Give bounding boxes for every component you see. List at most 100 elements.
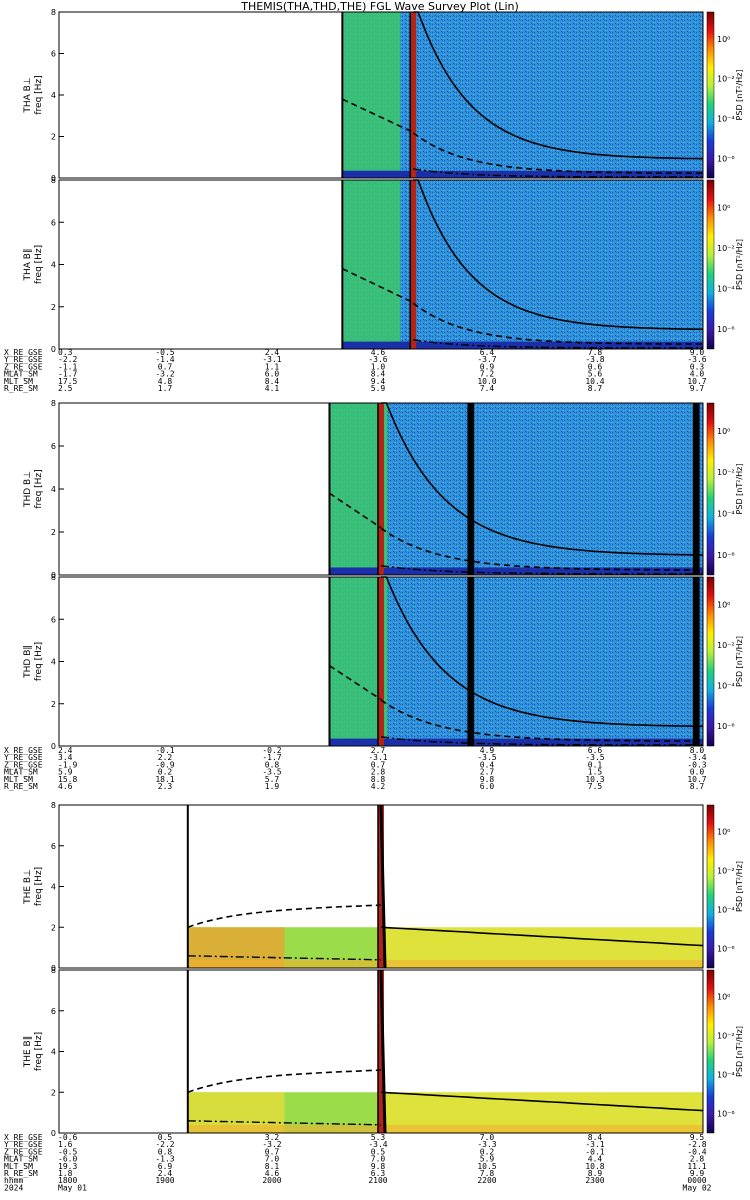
spectrogram-band — [187, 1124, 704, 1133]
ephemeris-value: 6.6 — [588, 746, 603, 755]
half-fce-line — [329, 665, 382, 701]
ephemeris-value: -3.1 — [262, 355, 281, 364]
ephemeris-row-label: Z_RE_GSE — [4, 362, 43, 371]
ephemeris-value: -1.7 — [262, 753, 281, 762]
colorbar — [706, 402, 715, 576]
ephemeris-value: 7.8 — [588, 348, 603, 357]
ephemeris-value: 0.5 — [371, 1147, 386, 1156]
ephemeris-value: 1.7 — [158, 384, 173, 393]
ephemeris-thd: X_RE_GSE 2.4 -0.1 -0.2 2.7 4.9 6.6 8.0 Y_RE_GSE 3… — [4, 746, 707, 791]
fci-line — [380, 564, 703, 575]
ephemeris-value: 6.0 — [480, 782, 495, 791]
colorbar-tick-label: 10⁻⁴ — [717, 906, 735, 915]
ephemeris-value: -0.3 — [687, 760, 706, 769]
ephemeris-value: -0.5 — [155, 348, 174, 357]
ephemeris-value: 7.0 — [265, 1155, 280, 1164]
y-tick-label: 2 — [51, 1088, 56, 1097]
ephemeris-value: 9.8 — [480, 775, 495, 784]
ephemeris-row-label: MLAT_SM — [4, 370, 38, 379]
figure-title: THEMIS(THA,THD,THE) FGL Wave Survey Plot… — [240, 0, 519, 13]
spectrogram-low-band — [342, 170, 703, 178]
ephemeris-value: 2.4 — [158, 1169, 173, 1178]
ephemeris-row-label: 2024 — [4, 1183, 23, 1192]
panel-tha-perp: 0 2 4 6 8 THA B⊥ freq [Hz] 10⁰ 10⁻² 10⁻⁴ 10⁻⁶ PSD [… — [23, 8, 744, 183]
fce-line — [381, 576, 704, 728]
y-tick-label: 2 — [51, 303, 56, 312]
ephemeris-value: 10.7 — [687, 775, 706, 784]
ephemeris-row-label: Z_RE_GSE — [4, 760, 43, 769]
data-spike — [378, 970, 384, 1133]
spectrogram-leading-edge — [342, 12, 401, 178]
ephemeris-value: -0.6 — [58, 1133, 77, 1142]
y-tick-label: 6 — [51, 442, 56, 451]
fce-line — [413, 11, 704, 160]
colorbar-tick-label: 10⁻² — [717, 244, 735, 253]
colorbar-tick-label: 10⁻² — [717, 75, 735, 84]
ephemeris-value: 0.8 — [158, 1147, 173, 1156]
ephemeris-value: 2100 — [368, 1176, 387, 1185]
half-fce-line — [380, 527, 703, 571]
colorbar-tick-label: 10⁰ — [717, 992, 730, 1001]
colorbar-label: PSD [nT²/Hz] — [735, 861, 744, 912]
ephemeris-value: -0.2 — [262, 746, 281, 755]
ephemeris-value: 9.8 — [371, 1162, 386, 1171]
ephemeris-value: 5.9 — [371, 384, 386, 393]
colorbar-tick-label: 10⁻⁴ — [717, 285, 735, 294]
colorbar — [706, 179, 715, 350]
ephemeris-value: 10.0 — [477, 377, 496, 386]
ephemeris-tha: X_RE_GSE 0.3 -0.5 2.4 4.6 6.4 7.8 9.0 Y_RE_GSE -2… — [4, 348, 707, 393]
ephemeris-value: 4.9 — [480, 746, 495, 755]
ephemeris-value: 8.0 — [690, 746, 705, 755]
fci-line — [187, 1120, 382, 1126]
ephemeris-value: 9.9 — [690, 1169, 705, 1178]
ephemeris-value: 2.7 — [480, 768, 495, 777]
spectrogram-texture — [329, 403, 703, 575]
ephemeris-value: 11.1 — [687, 1162, 706, 1171]
ephemeris-value: 0.6 — [588, 362, 603, 371]
colorbar-tick-label: 10⁰ — [717, 203, 730, 212]
ephemeris-value: 6.0 — [265, 370, 280, 379]
ephemeris-value: 0.5 — [158, 1133, 173, 1142]
ephemeris-value: 7.4 — [480, 384, 495, 393]
ephemeris-value: 7.0 — [480, 1133, 495, 1142]
y-tick-label: 2 — [51, 133, 56, 142]
ephemeris-value: 1900 — [155, 1176, 174, 1185]
y-tick-label: 8 — [51, 176, 56, 185]
panel-the-perp: 0 2 4 6 8 THE B⊥ freq [Hz] 10⁰ 10⁻² 10⁻⁴ 10⁻⁶ PSD [… — [23, 801, 744, 973]
y-axis-label: freq [Hz] — [34, 245, 44, 284]
ephemeris-value: -3.6 — [368, 355, 387, 364]
ephemeris-value: -0.1 — [585, 1147, 604, 1156]
data-spike — [410, 12, 417, 178]
ephemeris-value: 6.3 — [371, 1169, 386, 1178]
spectrogram-leading-edge — [342, 180, 401, 349]
fci-line — [380, 736, 703, 746]
ephemeris-row-label: MLT_SM — [4, 1162, 33, 1171]
ephemeris-row-label: MLT_SM — [4, 775, 33, 784]
ephemeris-value: 6.4 — [480, 348, 495, 357]
data-spike — [468, 403, 475, 575]
y-tick-label: 6 — [51, 218, 56, 227]
ephemeris-value: 5.6 — [588, 370, 603, 379]
data-spike — [693, 403, 700, 575]
ephemeris-value: 9.7 — [690, 384, 705, 393]
data-spike — [468, 577, 475, 746]
ephemeris-value: 3.2 — [265, 1133, 280, 1142]
ephemeris-value: 0.3 — [58, 348, 73, 357]
ephemeris-value: 15.8 — [58, 775, 77, 784]
fce-line — [413, 179, 704, 331]
ephemeris-value: 4.1 — [265, 384, 280, 393]
ephemeris-value: 6.9 — [158, 1162, 173, 1171]
y-axis-label: freq [Hz] — [34, 75, 44, 114]
y-axis-label: freq [Hz] — [34, 867, 44, 906]
ephemeris-value: -3.1 — [368, 753, 387, 762]
y-tick-label: 2 — [51, 700, 56, 709]
ephemeris-value: -1.7 — [58, 370, 77, 379]
ephemeris-value: -3.7 — [477, 355, 496, 364]
ephemeris-value: 5.9 — [58, 768, 73, 777]
half-fce-line — [412, 132, 703, 174]
half-fce-line — [380, 699, 703, 742]
colorbar-tick-label: 10⁻⁶ — [717, 1110, 735, 1119]
ephemeris-value: 0.7 — [158, 362, 173, 371]
y-axis-label: freq [Hz] — [34, 1032, 44, 1071]
ephemeris-value: -1.3 — [155, 1155, 174, 1164]
